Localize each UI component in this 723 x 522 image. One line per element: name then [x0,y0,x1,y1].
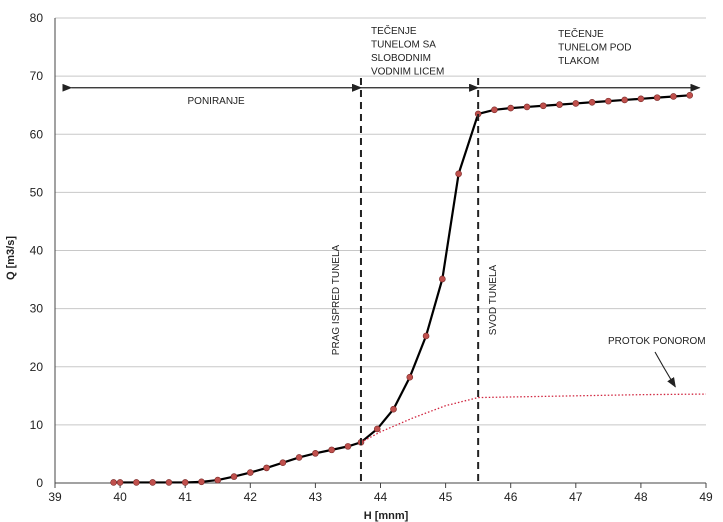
x-tick-label: 42 [244,490,258,504]
data-point [230,473,238,480]
data-point [523,103,531,111]
x-tick-label: 39 [48,490,62,504]
annotations: PROTOK PONOROM [608,336,706,388]
data-point [149,479,156,486]
x-tick-label: 40 [113,490,127,504]
region-label: PONIRANJE [188,96,246,107]
data-point [390,405,397,413]
data-point [344,443,352,450]
y-tick-label: 30 [30,302,44,316]
y-tick-label: 80 [30,11,44,25]
x-tick-label: 41 [179,490,193,504]
data-point [406,373,414,381]
vertical-line-label: SVOD TUNELA [488,264,499,335]
data-point [373,425,381,433]
data-point [422,332,430,340]
y-tick-label: 0 [36,476,43,490]
series-line-2 [360,393,707,443]
y-tick-label: 50 [30,185,44,199]
data-point [491,106,498,114]
x-axis-label: H [mnm] [364,510,409,522]
x-tick-label: 49 [699,490,713,504]
tick-labels: 0 10 20 30 40 50 60 70 80 39 40 41 42 43 44 45 46 47 48 49 [30,11,713,504]
series-line-1 [113,94,690,484]
data-point [263,464,270,472]
annotation-arrow [654,351,676,388]
y-tick-label: 70 [30,69,44,83]
data-point [637,95,645,103]
data-point [198,478,205,486]
data-point [556,101,563,108]
x-tick-label: 46 [504,490,518,504]
x-tick-label: 45 [439,490,453,504]
grid [55,17,706,426]
data-point [181,479,189,486]
x-tick-label: 47 [569,490,583,504]
data-point [572,100,580,107]
data-point [214,476,222,484]
data-point [686,92,694,99]
data-point [116,479,124,486]
regions: PONIRANJE TEČENJE TUNELOM SA SLOBODNIM VODNI… [62,24,701,107]
region-label: TEČENJE [371,24,417,37]
data-point [455,170,462,178]
data-point [539,102,547,110]
axes [54,18,707,488]
region-label: VODNIM LICEM [371,67,444,78]
vertical-lines: PRAG ISPRED TUNELA SVOD TUNELA [331,78,499,483]
data-point [133,479,140,486]
x-tick-label: 43 [309,490,323,504]
data-point [110,479,117,486]
data-point [312,450,319,457]
data-point [653,94,661,101]
data-point [507,104,515,112]
series-layer [110,92,707,486]
annotation-label: PROTOK PONOROM [608,336,706,347]
x-tick-label: 48 [634,490,648,504]
region-label: TUNELOM SA [371,40,436,51]
region-label: TEČENJE [558,27,604,40]
region-label: TLAKOM [558,56,599,67]
region-label: SLOBODNIM [371,53,431,64]
y-tick-label: 40 [30,244,44,258]
data-point [165,479,173,486]
y-axis-label: Q [m3/s] [5,236,17,280]
data-point [621,96,628,104]
data-point [605,97,612,105]
data-point [670,93,677,100]
x-tick-label: 44 [374,490,388,504]
data-point [588,98,596,106]
data-point [279,459,287,466]
data-point [439,275,446,283]
data-point [247,469,254,476]
region-label: TUNELOM POD [558,43,631,54]
y-tick-label: 10 [30,418,44,432]
data-point [295,454,303,461]
y-tick-label: 20 [30,360,44,374]
data-point [328,446,335,454]
vertical-line-label: PRAG ISPRED TUNELA [331,244,342,355]
y-tick-label: 60 [30,127,44,141]
